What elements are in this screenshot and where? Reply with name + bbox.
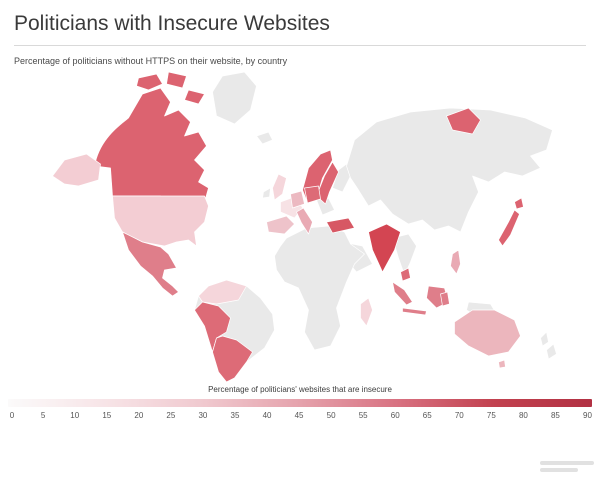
title-divider bbox=[14, 45, 586, 46]
country-greenland bbox=[211, 71, 257, 125]
legend: Percentage of politicians' websites that… bbox=[8, 385, 592, 420]
legend-tick-label: 50 bbox=[326, 411, 336, 420]
country-madagascar[interactable] bbox=[359, 297, 373, 327]
country-mexico[interactable] bbox=[121, 231, 179, 297]
country-indonesia[interactable] bbox=[401, 307, 427, 316]
watermark-bar bbox=[540, 468, 578, 472]
region-chile-argentina[interactable] bbox=[211, 335, 253, 383]
legend-tick-label: 85 bbox=[550, 411, 560, 420]
region-peru-ecuador-bolivia[interactable] bbox=[193, 301, 231, 353]
chart-subtitle: Percentage of politicians without HTTPS … bbox=[14, 56, 288, 66]
country-mongolia[interactable] bbox=[445, 107, 481, 135]
country-malaysia[interactable] bbox=[399, 267, 411, 282]
country-canada[interactable] bbox=[183, 89, 205, 105]
country-ireland bbox=[261, 187, 271, 199]
country-indonesia[interactable] bbox=[391, 281, 413, 306]
page-title: Politicians with Insecure Websites bbox=[14, 12, 330, 35]
country-australia[interactable] bbox=[497, 359, 506, 369]
map-container bbox=[0, 70, 600, 385]
legend-tick-label: 45 bbox=[294, 411, 304, 420]
legend-tick-row: 0 5 10 15 20 25 30 35 40 45 50 55 60 65 70 75 80 85 90 bbox=[8, 411, 592, 420]
country-canada[interactable] bbox=[135, 73, 163, 91]
region-spain-portugal[interactable] bbox=[265, 215, 295, 235]
legend-tick-label: 60 bbox=[390, 411, 400, 420]
country-indonesia[interactable] bbox=[439, 291, 450, 307]
legend-tick-label: 75 bbox=[486, 411, 496, 420]
country-germany[interactable] bbox=[289, 190, 305, 209]
country-canada[interactable] bbox=[93, 87, 209, 211]
legend-tick-label: 5 bbox=[40, 411, 46, 420]
legend-caption: Percentage of politicians' websites that… bbox=[208, 385, 392, 394]
legend-tick-label: 40 bbox=[262, 411, 272, 420]
legend-tick-label: 55 bbox=[358, 411, 368, 420]
country-new-zealand bbox=[545, 343, 557, 360]
watermark-bar bbox=[540, 461, 594, 465]
country-new-zealand bbox=[539, 331, 549, 347]
country-turkey[interactable] bbox=[325, 217, 355, 234]
legend-tick-label: 90 bbox=[583, 411, 592, 420]
legend-tick-label: 20 bbox=[134, 411, 144, 420]
country-italy[interactable] bbox=[295, 207, 313, 235]
country-united-kingdom[interactable] bbox=[271, 173, 287, 201]
legend-tick-label: 65 bbox=[422, 411, 432, 420]
country-india[interactable] bbox=[367, 223, 401, 273]
legend-tick-label: 30 bbox=[198, 411, 208, 420]
header: Politicians with Insecure Websites Perce… bbox=[0, 0, 600, 66]
legend-tick-label: 70 bbox=[454, 411, 464, 420]
legend-tick-label: 80 bbox=[518, 411, 528, 420]
region-russia-china-asia bbox=[345, 107, 553, 233]
country-sweden[interactable] bbox=[315, 161, 339, 205]
legend-tick-label: 35 bbox=[230, 411, 240, 420]
country-canada[interactable] bbox=[165, 71, 187, 89]
country-japan[interactable] bbox=[513, 197, 524, 210]
legend-tick-label: 15 bbox=[102, 411, 112, 420]
legend-tick-label: 10 bbox=[70, 411, 80, 420]
legend-tick-label: 25 bbox=[166, 411, 176, 420]
country-philippines[interactable] bbox=[449, 249, 461, 275]
world-choropleth-map bbox=[51, 71, 557, 383]
legend-tick-label: 0 bbox=[9, 411, 15, 420]
country-poland[interactable] bbox=[303, 185, 321, 204]
legend-gradient-bar bbox=[8, 399, 592, 407]
country-australia[interactable] bbox=[453, 309, 521, 357]
country-japan[interactable] bbox=[497, 209, 520, 247]
country-iceland bbox=[255, 131, 273, 145]
region-indochina bbox=[391, 233, 417, 276]
watermark-logo bbox=[540, 458, 594, 472]
region-africa bbox=[273, 225, 365, 351]
country-usa-alaska[interactable] bbox=[51, 153, 101, 187]
